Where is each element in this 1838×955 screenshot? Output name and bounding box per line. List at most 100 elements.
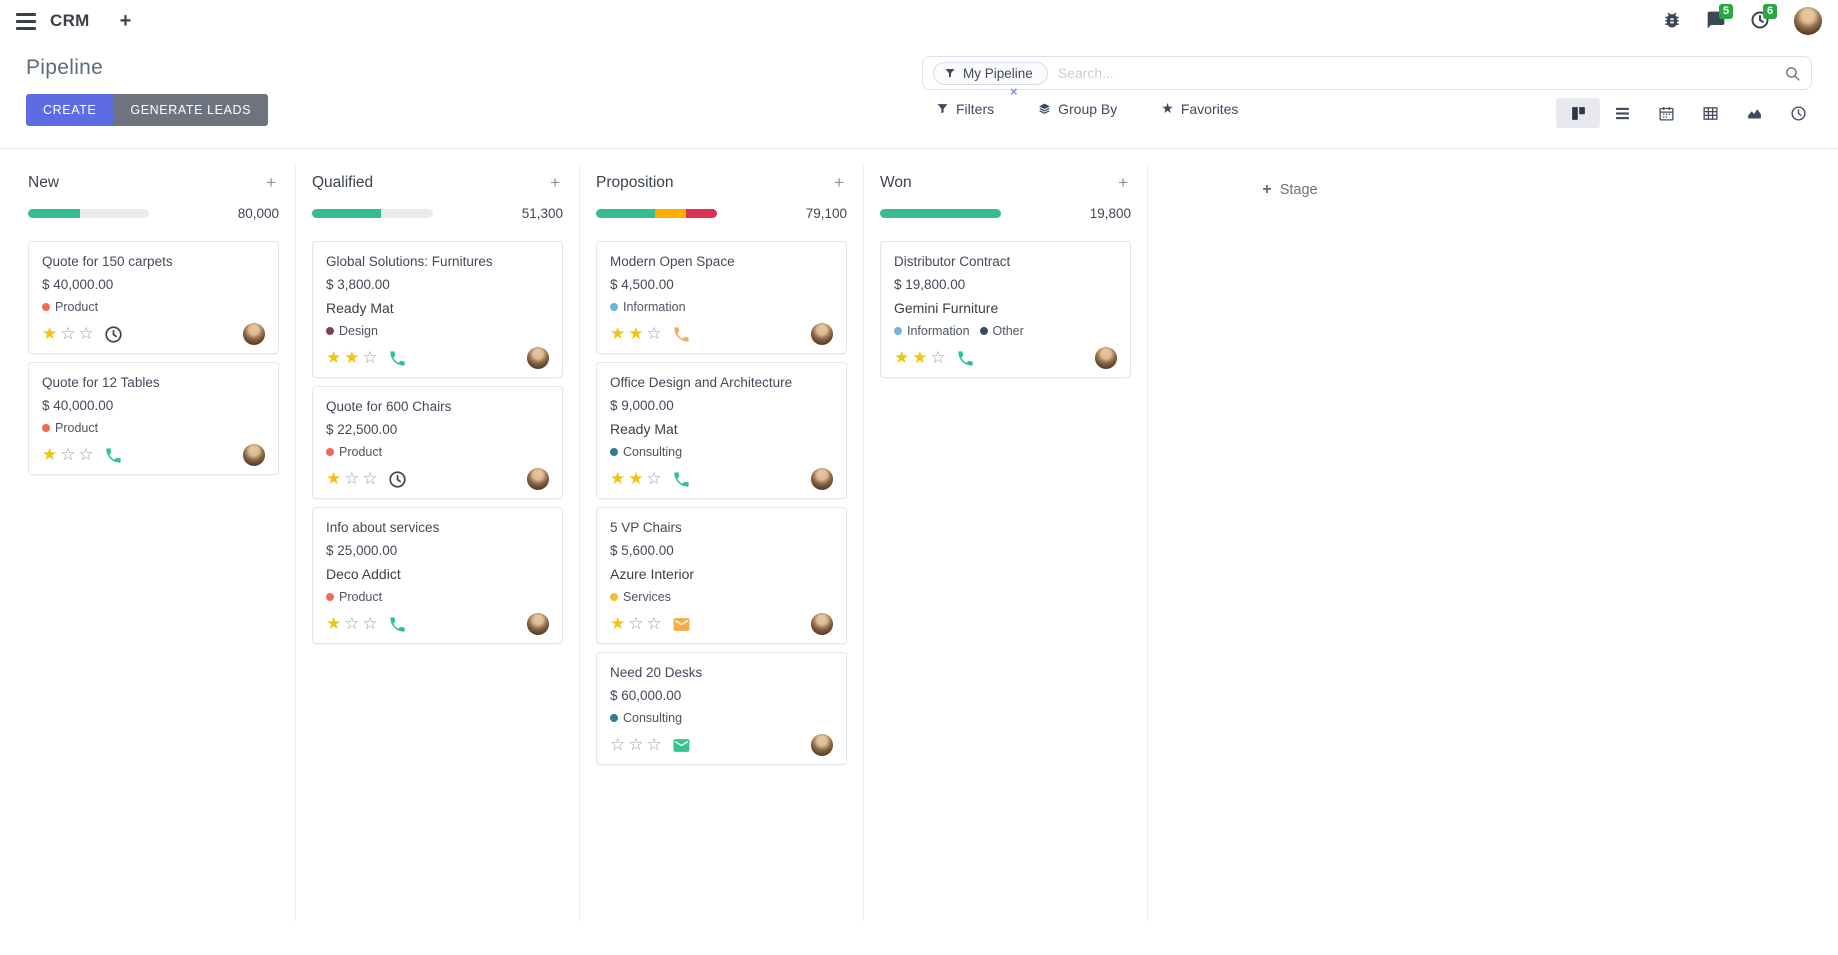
priority-star[interactable]: ★ xyxy=(912,348,928,367)
priority-star[interactable]: ☆ xyxy=(362,348,378,367)
filters-button[interactable]: Filters xyxy=(936,101,994,117)
priority-star[interactable]: ☆ xyxy=(78,324,94,343)
phone-icon[interactable] xyxy=(104,446,123,465)
column-progressbar[interactable] xyxy=(28,209,149,218)
clock-icon[interactable] xyxy=(104,325,123,344)
priority-stars[interactable]: ★ ☆ ☆ xyxy=(42,445,94,465)
priority-star[interactable]: ☆ xyxy=(646,469,662,488)
view-list-icon[interactable] xyxy=(1600,98,1644,128)
priority-star[interactable]: ★ xyxy=(326,348,342,367)
priority-stars[interactable]: ★ ★ ☆ xyxy=(610,469,662,489)
priority-star[interactable]: ☆ xyxy=(610,735,626,754)
add-record-button[interactable]: + xyxy=(550,173,560,192)
priority-star[interactable]: ☆ xyxy=(60,445,76,464)
progress-segment[interactable] xyxy=(312,209,381,218)
progress-segment[interactable] xyxy=(596,209,656,218)
search-box[interactable]: My Pipeline xyxy=(922,56,1812,90)
priority-star[interactable]: ★ xyxy=(894,348,910,367)
favorites-button[interactable]: ★ Favorites xyxy=(1161,100,1238,117)
kanban-card[interactable]: Info about services $ 25,000.00 Deco Add… xyxy=(312,507,563,644)
priority-star[interactable]: ★ xyxy=(610,614,626,633)
view-pivot-icon[interactable] xyxy=(1688,98,1732,128)
kanban-card[interactable]: Distributor Contract $ 19,800.00 Gemini … xyxy=(880,241,1131,378)
view-activity-icon[interactable] xyxy=(1776,98,1820,128)
activities-clock-icon[interactable]: 6 xyxy=(1750,4,1778,32)
add-icon[interactable]: + xyxy=(119,9,132,32)
tag-consulting: Consulting xyxy=(610,711,682,725)
priority-star[interactable]: ☆ xyxy=(930,348,946,367)
search-input[interactable] xyxy=(1057,65,1784,81)
add-record-button[interactable]: + xyxy=(834,173,844,192)
priority-star[interactable]: ★ xyxy=(42,445,58,464)
priority-star[interactable]: ☆ xyxy=(628,735,644,754)
phone-icon[interactable] xyxy=(672,470,691,489)
add-record-button[interactable]: + xyxy=(266,173,276,192)
priority-star[interactable]: ☆ xyxy=(60,324,76,343)
priority-stars[interactable]: ★ ☆ ☆ xyxy=(610,614,662,634)
priority-star[interactable]: ☆ xyxy=(344,469,360,488)
column-progressbar[interactable] xyxy=(596,209,717,218)
kanban-card[interactable]: 5 VP Chairs $ 5,600.00 Azure Interior Se… xyxy=(596,507,847,644)
kanban-card[interactable]: Quote for 12 Tables $ 40,000.00 Product … xyxy=(28,362,279,475)
priority-star[interactable]: ★ xyxy=(628,324,644,343)
progress-segment[interactable] xyxy=(880,209,1001,218)
phone-icon[interactable] xyxy=(672,325,691,344)
kanban-card[interactable]: Global Solutions: Furnitures $ 3,800.00 … xyxy=(312,241,563,378)
priority-stars[interactable]: ★ ☆ ☆ xyxy=(42,324,94,344)
add-record-button[interactable]: + xyxy=(1118,173,1128,192)
priority-star[interactable]: ☆ xyxy=(628,614,644,633)
progress-segment[interactable] xyxy=(685,209,717,218)
phone-icon[interactable] xyxy=(956,349,975,368)
phone-icon[interactable] xyxy=(388,615,407,634)
priority-star[interactable]: ★ xyxy=(344,348,360,367)
progress-segment[interactable] xyxy=(655,209,686,218)
priority-star[interactable]: ★ xyxy=(610,469,626,488)
search-icon[interactable] xyxy=(1784,65,1801,82)
view-graph-icon[interactable] xyxy=(1732,98,1776,128)
debug-bug-icon[interactable] xyxy=(1662,10,1684,32)
envelope-icon[interactable] xyxy=(672,615,691,634)
priority-stars[interactable]: ★ ★ ☆ xyxy=(610,324,662,344)
view-calendar-icon[interactable] xyxy=(1644,98,1688,128)
priority-star[interactable]: ☆ xyxy=(78,445,94,464)
kanban-card[interactable]: Modern Open Space $ 4,500.00 Information… xyxy=(596,241,847,354)
priority-star[interactable]: ☆ xyxy=(362,469,378,488)
kanban-card[interactable]: Quote for 600 Chairs $ 22,500.00 Product… xyxy=(312,386,563,499)
priority-star[interactable]: ★ xyxy=(610,324,626,343)
apps-menu-icon[interactable] xyxy=(16,12,36,30)
priority-star[interactable]: ★ xyxy=(42,324,58,343)
salesperson-avatar xyxy=(527,347,549,369)
priority-stars[interactable]: ★ ☆ ☆ xyxy=(326,614,378,634)
user-avatar[interactable] xyxy=(1794,7,1822,35)
progress-segment[interactable] xyxy=(28,209,81,218)
clock-icon[interactable] xyxy=(388,470,407,489)
messages-icon[interactable]: 5 xyxy=(1706,4,1734,32)
priority-star[interactable]: ☆ xyxy=(646,324,662,343)
group-by-button[interactable]: Group By xyxy=(1038,101,1117,117)
view-kanban-icon[interactable] xyxy=(1556,98,1600,128)
create-button[interactable]: CREATE xyxy=(26,94,114,126)
add-stage-button[interactable]: + Stage xyxy=(1262,181,1317,199)
kanban-card[interactable]: Quote for 150 carpets $ 40,000.00 Produc… xyxy=(28,241,279,354)
kanban-card[interactable]: Need 20 Desks $ 60,000.00 Consulting ☆ ☆ ☆ xyxy=(596,652,847,765)
priority-stars[interactable]: ☆ ☆ ☆ xyxy=(610,735,662,755)
app-name[interactable]: CRM xyxy=(50,11,90,30)
priority-stars[interactable]: ★ ☆ ☆ xyxy=(326,469,378,489)
generate-leads-button[interactable]: GENERATE LEADS xyxy=(113,94,269,126)
kanban-card[interactable]: Office Design and Architecture $ 9,000.0… xyxy=(596,362,847,499)
column-progressbar[interactable] xyxy=(880,209,1001,218)
priority-stars[interactable]: ★ ★ ☆ xyxy=(326,348,378,368)
column-progressbar[interactable] xyxy=(312,209,433,218)
priority-star[interactable]: ★ xyxy=(326,614,342,633)
priority-star[interactable]: ☆ xyxy=(646,614,662,633)
priority-star[interactable]: ★ xyxy=(326,469,342,488)
envelope-icon[interactable] xyxy=(672,736,691,755)
priority-star[interactable]: ☆ xyxy=(344,614,360,633)
priority-stars[interactable]: ★ ★ ☆ xyxy=(894,348,946,368)
priority-star[interactable]: ☆ xyxy=(362,614,378,633)
priority-star[interactable]: ★ xyxy=(628,469,644,488)
facet-remove-icon[interactable]: × xyxy=(1010,84,1018,99)
phone-icon[interactable] xyxy=(388,349,407,368)
search-facet-my-pipeline[interactable]: My Pipeline xyxy=(933,61,1048,85)
priority-star[interactable]: ☆ xyxy=(646,735,662,754)
